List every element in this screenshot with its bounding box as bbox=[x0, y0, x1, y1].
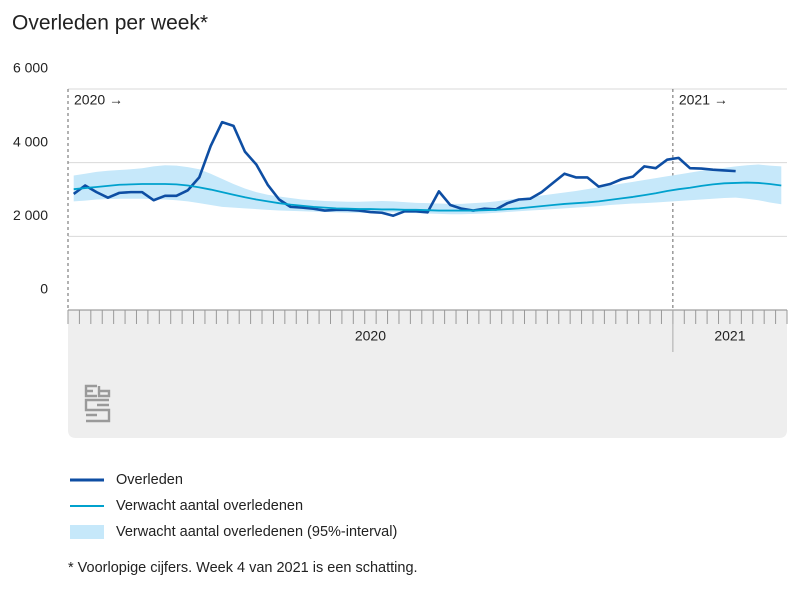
y-tick-label: 6 000 bbox=[13, 60, 48, 76]
footnote: * Voorlopige cijfers. Week 4 van 2021 is… bbox=[68, 560, 418, 576]
y-tick-label: 2 000 bbox=[13, 207, 48, 223]
y-tick-label: 4 000 bbox=[13, 133, 48, 149]
y-tick-label: 0 bbox=[40, 281, 48, 297]
period-label: 2021 bbox=[714, 328, 745, 344]
series-line bbox=[73, 181, 782, 212]
period-annotation: 2020 → bbox=[74, 92, 123, 108]
legend-swatch bbox=[70, 525, 104, 539]
interval-band bbox=[73, 164, 782, 215]
legend-label: Verwacht aantal overledenen bbox=[116, 498, 303, 514]
chart-title: Overleden per week* bbox=[12, 12, 208, 35]
period-label: 2020 bbox=[355, 328, 386, 344]
legend-label: Verwacht aantal overledenen (95%-interva… bbox=[116, 524, 397, 540]
period-annotation: 2021 → bbox=[679, 92, 728, 108]
legend-label: Overleden bbox=[116, 472, 183, 488]
axis-panel bbox=[68, 310, 787, 438]
series-line bbox=[72, 120, 736, 218]
cbs-logo bbox=[84, 384, 111, 423]
